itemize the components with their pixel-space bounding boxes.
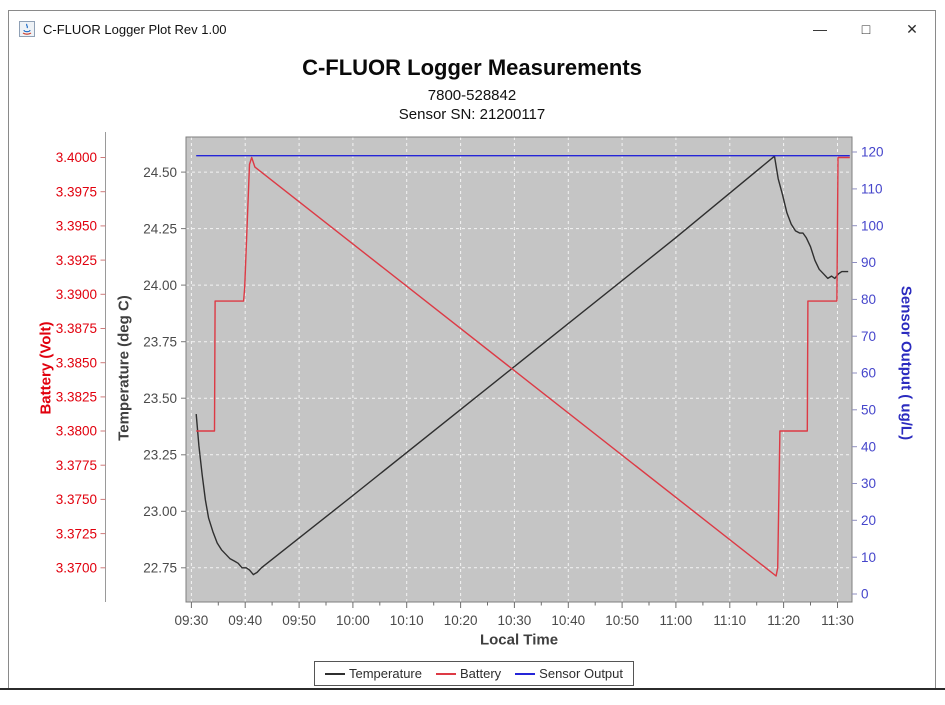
chart-legend: Temperature Battery Sensor Output	[314, 661, 634, 686]
java-app-icon	[19, 21, 35, 37]
title-bar: C-FLUOR Logger Plot Rev 1.00 — □ ✕	[9, 11, 935, 47]
battery-line-swatch	[435, 672, 456, 675]
legend-label: Sensor Output	[539, 666, 623, 681]
sensor-output-line-swatch	[515, 672, 536, 675]
chart-title: C-FLUOR Logger Measurements	[302, 55, 642, 80]
x-axis-label: Local Time	[479, 631, 559, 649]
temperature-line-swatch	[325, 672, 345, 675]
close-button[interactable]: ✕	[906, 20, 918, 37]
app-window: C-FLUOR Logger Plot Rev 1.00 — □ ✕ C-FLU…	[8, 10, 936, 690]
window-bottom-edge	[0, 688, 945, 690]
sensor-axis-label: Sensor Output ( ug/L)	[897, 285, 915, 441]
window-title: C-FLUOR Logger Plot Rev 1.00	[43, 21, 227, 37]
chart-sensor-sn: Sensor SN: 21200117	[398, 106, 546, 123]
maximize-button[interactable]: □	[861, 21, 871, 37]
window-controls: — □ ✕	[797, 11, 935, 47]
chart-subtitle: 7800-528842	[427, 87, 517, 104]
legend-label: Temperature	[349, 666, 422, 681]
temperature-axis-label: Temperature (deg C)	[115, 295, 133, 441]
legend-item-sensor-output: Sensor Output	[515, 666, 623, 681]
minimize-button[interactable]: —	[813, 21, 827, 37]
battery-axis-label: Battery (Volt)	[37, 321, 55, 415]
legend-label: Battery	[459, 666, 502, 681]
legend-item-battery: Battery	[435, 666, 502, 681]
legend-item-temperature: Temperature	[325, 666, 422, 681]
